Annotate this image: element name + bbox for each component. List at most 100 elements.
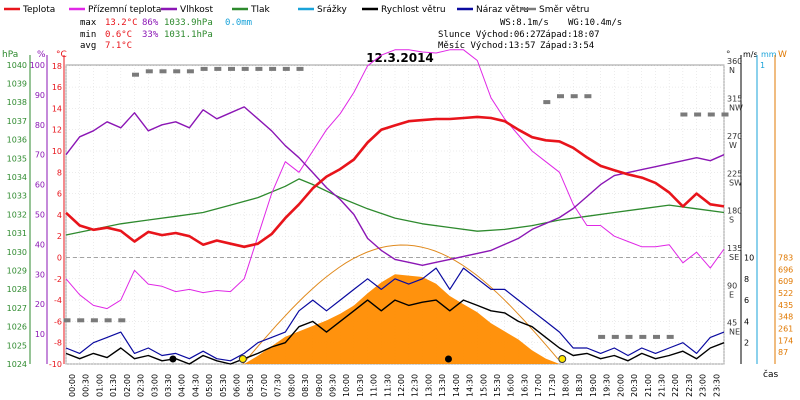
series-wind-direction-point — [269, 66, 277, 71]
series-wind-direction-point — [694, 112, 702, 117]
axis-pct-label: % — [37, 50, 46, 60]
x-tick-label: 22:00 — [671, 374, 680, 397]
pct-tick-label: 60 — [35, 181, 45, 190]
hpa-tick-label: 1031 — [7, 229, 27, 238]
hpa-tick-label: 1032 — [7, 210, 27, 219]
x-tick-label: 05:00 — [205, 374, 214, 397]
dir-name-label: SE — [729, 253, 739, 262]
x-tick-label: 15:00 — [479, 374, 488, 397]
legend-label-2: Vlhkost — [180, 5, 213, 15]
wm2-tick-label: 348 — [778, 313, 793, 322]
info-moon: Měsíc Východ:13:57 — [438, 41, 536, 51]
series-wind-direction-point — [282, 66, 290, 71]
series-line-3 — [65, 178, 725, 236]
series-wind-direction-point — [63, 318, 71, 323]
stat-max-temp: 13.2°C — [105, 18, 138, 28]
series-wind-direction-point — [200, 66, 208, 71]
x-tick-label: 16:00 — [507, 374, 516, 397]
legend-label-7: Směr větru — [539, 5, 589, 15]
stat-max-press: 1033.9hPa — [164, 18, 213, 28]
x-tick-label: 06:00 — [233, 374, 242, 397]
series-wind-direction-point — [543, 100, 551, 105]
x-tick-label: 16:30 — [520, 374, 529, 397]
series-wind-direction-point — [104, 318, 112, 323]
x-axis: 00:00 00:30 01:00 01:30 02:00 02:30 03:00 03:30… — [68, 374, 721, 397]
x-tick-label: 13:00 — [424, 374, 433, 397]
hpa-tick-label: 1027 — [7, 304, 27, 313]
stat-avg-label: avg — [80, 41, 96, 51]
axis-hpa-label: hPa — [2, 50, 18, 60]
wm2-tick-label: 609 — [778, 277, 793, 286]
hpa-tick-label: 1035 — [7, 154, 27, 163]
degc-tick-label: 10 — [52, 147, 62, 156]
hpa-tick-label: 1040 — [7, 61, 27, 70]
x-tick-label: 02:30 — [137, 374, 146, 397]
hpa-tick-label: 1036 — [7, 136, 27, 145]
x-tick-label: 05:30 — [219, 374, 228, 397]
plot-area — [63, 49, 729, 365]
x-tick-label: 13:30 — [438, 374, 447, 397]
hpa-tick-label: 1028 — [7, 285, 27, 294]
degc-tick-label: -4 — [54, 296, 62, 305]
series-wind-direction-point — [611, 334, 619, 339]
pct-tick-label: 80 — [35, 121, 45, 130]
degc-tick-label: 16 — [52, 83, 62, 92]
series-wind-direction-point — [639, 334, 647, 339]
degc-tick-label: 14 — [52, 104, 62, 113]
series-wind-direction-point — [570, 94, 578, 99]
hpa-tick-label: 1033 — [7, 192, 27, 201]
x-tick-label: 15:30 — [493, 374, 502, 397]
series-wind-direction-point — [90, 318, 98, 323]
info-sun-set: Západ:18:07 — [540, 30, 600, 40]
series-wind-direction-point — [584, 94, 592, 99]
series-wind-direction-point — [666, 334, 674, 339]
dir-name-label: E — [729, 290, 734, 299]
series-wind-direction-point — [707, 112, 715, 117]
hpa-tick-label: 1034 — [7, 173, 27, 182]
wm2-tick-label: 696 — [778, 265, 793, 274]
x-tick-label: 10:30 — [356, 374, 365, 397]
x-tick-label: 18:30 — [575, 374, 584, 397]
stat-min-hum: 33% — [142, 30, 159, 40]
stat-min-temp: 0.6°C — [105, 30, 132, 40]
x-axis-label: čas — [763, 369, 778, 380]
stat-max-hum: 86% — [142, 18, 159, 28]
dir-name-label: N — [729, 66, 735, 75]
x-tick-label: 12:30 — [411, 374, 420, 397]
left-axes: 1040103910381037103610351034103310321031… — [7, 55, 65, 369]
series-wind-direction-point — [228, 66, 235, 71]
dir-name-label: NE — [729, 328, 740, 337]
axis-wm2-label: W — [778, 50, 787, 60]
ms-tick-label: 2 — [744, 339, 749, 348]
series-wind-direction-point — [680, 112, 688, 117]
axis-ms-label: m/s — [743, 50, 758, 59]
pct-tick-label: 20 — [35, 300, 45, 309]
ms-tick-label: 8 — [744, 275, 749, 284]
series-wind-direction-point — [557, 94, 564, 99]
x-tick-label: 21:00 — [644, 374, 653, 397]
axis-degc-label: °C — [56, 50, 67, 60]
series-wind-direction-point — [145, 69, 153, 74]
x-tick-label: 03:00 — [150, 374, 159, 397]
stat-avg-temp: 7.1°C — [105, 41, 132, 51]
x-tick-label: 07:00 — [260, 374, 269, 397]
legend-label-4: Srážky — [317, 5, 348, 15]
pct-tick-label: 70 — [35, 151, 45, 160]
dir-tick-label: 135 — [727, 244, 742, 253]
legend-label-6: Náraz větru — [476, 5, 529, 15]
dir-tick-label: 180 — [727, 207, 742, 216]
sunset-marker — [558, 355, 567, 363]
series-wind-direction-point — [214, 66, 222, 71]
hpa-tick-label: 1037 — [7, 117, 27, 126]
series-line-5 — [65, 267, 725, 362]
x-tick-label: 08:30 — [301, 374, 310, 397]
pct-tick-label: 90 — [35, 91, 45, 100]
x-tick-label: 09:00 — [315, 374, 324, 397]
dir-tick-label: 270 — [727, 132, 742, 141]
x-tick-label: 14:00 — [452, 374, 461, 397]
moonset-marker — [169, 355, 177, 363]
dir-tick-label: 360 — [727, 57, 742, 66]
ms-tick-label: 4 — [744, 317, 749, 326]
